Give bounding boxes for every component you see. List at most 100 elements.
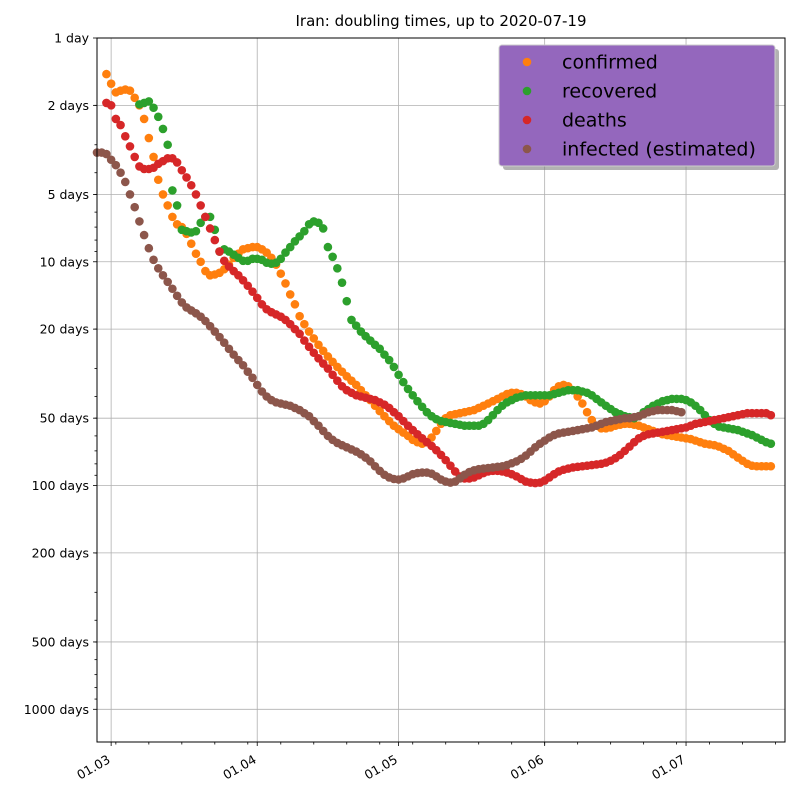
y-tick-label: 2 days — [48, 98, 89, 113]
data-point — [116, 120, 125, 130]
data-point — [130, 93, 139, 103]
data-point — [446, 461, 455, 470]
data-point — [130, 202, 139, 212]
y-tick-label: 1 day — [54, 31, 90, 46]
data-point — [295, 329, 304, 339]
data-point — [163, 277, 172, 287]
data-point — [413, 396, 422, 406]
data-point — [144, 243, 154, 253]
data-point — [224, 344, 234, 354]
legend-label: deaths — [562, 110, 627, 132]
data-point — [252, 380, 262, 390]
data-point — [196, 201, 205, 210]
data-point — [215, 332, 224, 342]
data-point — [243, 367, 253, 377]
data-point — [285, 242, 295, 252]
data-point — [172, 291, 182, 301]
data-point — [314, 218, 323, 228]
legend-label: recovered — [562, 81, 657, 103]
data-point — [144, 97, 154, 106]
data-point — [168, 284, 177, 294]
series-deaths — [102, 98, 776, 488]
data-point — [120, 132, 130, 141]
data-point — [191, 249, 201, 258]
legend-marker — [522, 57, 532, 67]
plot-frame — [96, 37, 786, 743]
data-point — [347, 315, 356, 325]
data-point — [248, 373, 257, 383]
y-tick-label: 5 days — [48, 187, 89, 202]
data-point — [177, 165, 187, 175]
y-tick-label: 100 days — [32, 478, 89, 493]
data-point — [210, 235, 220, 245]
data-point — [300, 226, 309, 236]
data-point — [172, 201, 182, 210]
data-point — [158, 124, 168, 134]
plot-series — [92, 69, 776, 488]
data-point — [394, 370, 403, 380]
data-point — [323, 364, 333, 373]
data-point — [304, 327, 314, 336]
y-tick-label: 50 days — [40, 411, 89, 426]
data-point — [295, 311, 304, 321]
data-point — [318, 346, 328, 356]
data-point — [186, 239, 196, 248]
data-point — [578, 399, 587, 408]
data-point — [186, 180, 196, 190]
data-point — [399, 377, 408, 387]
series-infected-estimated — [92, 148, 686, 487]
y-tick-label: 1000 days — [24, 702, 89, 717]
y-tick-label: 200 days — [32, 545, 89, 560]
data-point — [120, 177, 130, 187]
data-point — [172, 158, 182, 167]
data-point — [149, 103, 158, 113]
data-point — [342, 296, 352, 306]
data-point — [111, 114, 121, 124]
data-point — [191, 190, 201, 199]
y-tick-label: 500 days — [32, 634, 89, 649]
grid — [97, 37, 785, 742]
y-tick-label: 10 days — [40, 254, 89, 269]
data-point — [431, 426, 441, 436]
legend-marker — [522, 144, 532, 154]
data-point — [281, 279, 290, 288]
data-point — [168, 212, 177, 222]
legend-marker — [522, 86, 532, 96]
data-point — [766, 410, 776, 420]
data-point — [125, 86, 135, 95]
data-point — [163, 140, 172, 150]
data-point — [766, 439, 776, 448]
data-point — [248, 287, 257, 296]
data-point — [318, 224, 328, 233]
data-point — [309, 334, 319, 343]
data-point — [111, 160, 121, 170]
data-point — [153, 112, 163, 122]
data-point — [384, 355, 394, 365]
data-point — [333, 264, 342, 273]
data-point — [149, 152, 158, 162]
data-point — [677, 407, 686, 417]
data-point — [125, 142, 135, 151]
data-point — [300, 336, 309, 345]
chart-title: Iran: doubling times, up to 2020-07-19 — [295, 12, 586, 30]
data-point — [276, 254, 286, 264]
data-point — [403, 384, 413, 394]
data-point — [219, 256, 229, 266]
data-point — [158, 271, 168, 280]
legend: confirmed recovered deaths infected (estima… — [498, 44, 779, 170]
data-point — [290, 300, 300, 309]
data-point — [285, 290, 295, 299]
data-point — [125, 190, 135, 199]
data-point — [766, 461, 776, 471]
data-point — [168, 186, 177, 195]
legend-label: infected (estimated) — [562, 139, 756, 161]
data-point — [116, 168, 125, 178]
data-point — [314, 340, 323, 350]
data-point — [328, 252, 337, 262]
data-point — [389, 362, 399, 372]
data-point — [153, 264, 163, 273]
data-point — [149, 255, 158, 265]
data-point — [130, 152, 139, 162]
data-point — [158, 190, 168, 199]
